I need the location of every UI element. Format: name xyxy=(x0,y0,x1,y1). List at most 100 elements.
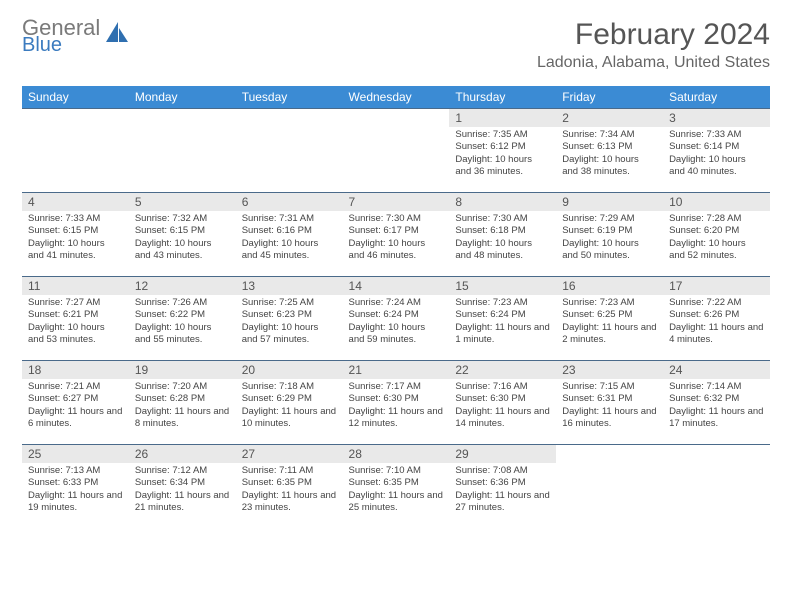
sail-icon xyxy=(104,20,130,51)
day-details: Sunrise: 7:17 AMSunset: 6:30 PMDaylight:… xyxy=(343,379,450,434)
day-details: Sunrise: 7:13 AMSunset: 6:33 PMDaylight:… xyxy=(22,463,129,518)
day-details: Sunrise: 7:23 AMSunset: 6:25 PMDaylight:… xyxy=(556,295,663,350)
day-details: Sunrise: 7:18 AMSunset: 6:29 PMDaylight:… xyxy=(236,379,343,434)
day-number: 16 xyxy=(556,277,663,295)
day-details: Sunrise: 7:20 AMSunset: 6:28 PMDaylight:… xyxy=(129,379,236,434)
calendar-cell xyxy=(22,109,129,193)
day-number: 27 xyxy=(236,445,343,463)
calendar-cell: 15Sunrise: 7:23 AMSunset: 6:24 PMDayligh… xyxy=(449,277,556,361)
day-number: 25 xyxy=(22,445,129,463)
calendar-cell: 9Sunrise: 7:29 AMSunset: 6:19 PMDaylight… xyxy=(556,193,663,277)
day-details: Sunrise: 7:22 AMSunset: 6:26 PMDaylight:… xyxy=(663,295,770,350)
calendar-cell: 11Sunrise: 7:27 AMSunset: 6:21 PMDayligh… xyxy=(22,277,129,361)
calendar-cell: 24Sunrise: 7:14 AMSunset: 6:32 PMDayligh… xyxy=(663,361,770,445)
calendar-cell xyxy=(663,445,770,529)
day-number: 19 xyxy=(129,361,236,379)
calendar-body: 1Sunrise: 7:35 AMSunset: 6:12 PMDaylight… xyxy=(22,109,770,529)
day-number: 9 xyxy=(556,193,663,211)
calendar-cell xyxy=(556,445,663,529)
calendar-cell xyxy=(129,109,236,193)
day-details: Sunrise: 7:21 AMSunset: 6:27 PMDaylight:… xyxy=(22,379,129,434)
day-details: Sunrise: 7:28 AMSunset: 6:20 PMDaylight:… xyxy=(663,211,770,266)
day-header: Tuesday xyxy=(236,86,343,109)
day-details: Sunrise: 7:29 AMSunset: 6:19 PMDaylight:… xyxy=(556,211,663,266)
day-details: Sunrise: 7:27 AMSunset: 6:21 PMDaylight:… xyxy=(22,295,129,350)
day-details: Sunrise: 7:34 AMSunset: 6:13 PMDaylight:… xyxy=(556,127,663,182)
day-details: Sunrise: 7:30 AMSunset: 6:18 PMDaylight:… xyxy=(449,211,556,266)
calendar-cell xyxy=(236,109,343,193)
day-details: Sunrise: 7:26 AMSunset: 6:22 PMDaylight:… xyxy=(129,295,236,350)
calendar-cell: 7Sunrise: 7:30 AMSunset: 6:17 PMDaylight… xyxy=(343,193,450,277)
day-number: 28 xyxy=(343,445,450,463)
day-number: 18 xyxy=(22,361,129,379)
calendar-week: 18Sunrise: 7:21 AMSunset: 6:27 PMDayligh… xyxy=(22,361,770,445)
day-number: 15 xyxy=(449,277,556,295)
day-details: Sunrise: 7:10 AMSunset: 6:35 PMDaylight:… xyxy=(343,463,450,518)
day-number: 24 xyxy=(663,361,770,379)
day-header: Thursday xyxy=(449,86,556,109)
day-number: 4 xyxy=(22,193,129,211)
day-number: 10 xyxy=(663,193,770,211)
calendar-cell: 20Sunrise: 7:18 AMSunset: 6:29 PMDayligh… xyxy=(236,361,343,445)
title-block: February 2024 Ladonia, Alabama, United S… xyxy=(537,18,770,72)
calendar-week: 1Sunrise: 7:35 AMSunset: 6:12 PMDaylight… xyxy=(22,109,770,193)
calendar-cell: 23Sunrise: 7:15 AMSunset: 6:31 PMDayligh… xyxy=(556,361,663,445)
calendar-header-row: SundayMondayTuesdayWednesdayThursdayFrid… xyxy=(22,86,770,109)
day-details: Sunrise: 7:30 AMSunset: 6:17 PMDaylight:… xyxy=(343,211,450,266)
calendar-table: SundayMondayTuesdayWednesdayThursdayFrid… xyxy=(22,86,770,529)
calendar-cell: 10Sunrise: 7:28 AMSunset: 6:20 PMDayligh… xyxy=(663,193,770,277)
day-number: 21 xyxy=(343,361,450,379)
day-number: 20 xyxy=(236,361,343,379)
day-details: Sunrise: 7:25 AMSunset: 6:23 PMDaylight:… xyxy=(236,295,343,350)
calendar-cell: 3Sunrise: 7:33 AMSunset: 6:14 PMDaylight… xyxy=(663,109,770,193)
day-header: Friday xyxy=(556,86,663,109)
month-title: February 2024 xyxy=(537,18,770,52)
day-number: 22 xyxy=(449,361,556,379)
calendar-cell: 28Sunrise: 7:10 AMSunset: 6:35 PMDayligh… xyxy=(343,445,450,529)
day-number: 1 xyxy=(449,109,556,127)
calendar-cell: 8Sunrise: 7:30 AMSunset: 6:18 PMDaylight… xyxy=(449,193,556,277)
day-details: Sunrise: 7:32 AMSunset: 6:15 PMDaylight:… xyxy=(129,211,236,266)
day-header: Sunday xyxy=(22,86,129,109)
calendar-cell: 27Sunrise: 7:11 AMSunset: 6:35 PMDayligh… xyxy=(236,445,343,529)
day-details: Sunrise: 7:11 AMSunset: 6:35 PMDaylight:… xyxy=(236,463,343,518)
calendar-cell: 17Sunrise: 7:22 AMSunset: 6:26 PMDayligh… xyxy=(663,277,770,361)
calendar-week: 4Sunrise: 7:33 AMSunset: 6:15 PMDaylight… xyxy=(22,193,770,277)
day-header: Wednesday xyxy=(343,86,450,109)
calendar-cell: 19Sunrise: 7:20 AMSunset: 6:28 PMDayligh… xyxy=(129,361,236,445)
calendar-cell: 22Sunrise: 7:16 AMSunset: 6:30 PMDayligh… xyxy=(449,361,556,445)
calendar-cell: 13Sunrise: 7:25 AMSunset: 6:23 PMDayligh… xyxy=(236,277,343,361)
day-number: 3 xyxy=(663,109,770,127)
brand-text: General Blue xyxy=(22,18,100,54)
calendar-week: 25Sunrise: 7:13 AMSunset: 6:33 PMDayligh… xyxy=(22,445,770,529)
day-details: Sunrise: 7:33 AMSunset: 6:15 PMDaylight:… xyxy=(22,211,129,266)
day-number: 11 xyxy=(22,277,129,295)
day-number: 12 xyxy=(129,277,236,295)
day-number: 17 xyxy=(663,277,770,295)
day-number: 6 xyxy=(236,193,343,211)
calendar-cell: 16Sunrise: 7:23 AMSunset: 6:25 PMDayligh… xyxy=(556,277,663,361)
calendar-cell: 2Sunrise: 7:34 AMSunset: 6:13 PMDaylight… xyxy=(556,109,663,193)
day-number: 5 xyxy=(129,193,236,211)
page-header: General Blue February 2024 Ladonia, Alab… xyxy=(22,18,770,72)
brand-logo: General Blue xyxy=(22,18,130,54)
calendar-cell: 1Sunrise: 7:35 AMSunset: 6:12 PMDaylight… xyxy=(449,109,556,193)
calendar-cell: 18Sunrise: 7:21 AMSunset: 6:27 PMDayligh… xyxy=(22,361,129,445)
day-details: Sunrise: 7:16 AMSunset: 6:30 PMDaylight:… xyxy=(449,379,556,434)
calendar-week: 11Sunrise: 7:27 AMSunset: 6:21 PMDayligh… xyxy=(22,277,770,361)
calendar-cell: 21Sunrise: 7:17 AMSunset: 6:30 PMDayligh… xyxy=(343,361,450,445)
calendar-cell: 29Sunrise: 7:08 AMSunset: 6:36 PMDayligh… xyxy=(449,445,556,529)
calendar-cell: 25Sunrise: 7:13 AMSunset: 6:33 PMDayligh… xyxy=(22,445,129,529)
calendar-cell: 4Sunrise: 7:33 AMSunset: 6:15 PMDaylight… xyxy=(22,193,129,277)
day-number: 8 xyxy=(449,193,556,211)
day-header: Saturday xyxy=(663,86,770,109)
day-header: Monday xyxy=(129,86,236,109)
calendar-cell: 5Sunrise: 7:32 AMSunset: 6:15 PMDaylight… xyxy=(129,193,236,277)
calendar-cell: 26Sunrise: 7:12 AMSunset: 6:34 PMDayligh… xyxy=(129,445,236,529)
day-details: Sunrise: 7:33 AMSunset: 6:14 PMDaylight:… xyxy=(663,127,770,182)
calendar-cell: 12Sunrise: 7:26 AMSunset: 6:22 PMDayligh… xyxy=(129,277,236,361)
day-details: Sunrise: 7:14 AMSunset: 6:32 PMDaylight:… xyxy=(663,379,770,434)
day-details: Sunrise: 7:15 AMSunset: 6:31 PMDaylight:… xyxy=(556,379,663,434)
day-details: Sunrise: 7:12 AMSunset: 6:34 PMDaylight:… xyxy=(129,463,236,518)
day-number: 23 xyxy=(556,361,663,379)
